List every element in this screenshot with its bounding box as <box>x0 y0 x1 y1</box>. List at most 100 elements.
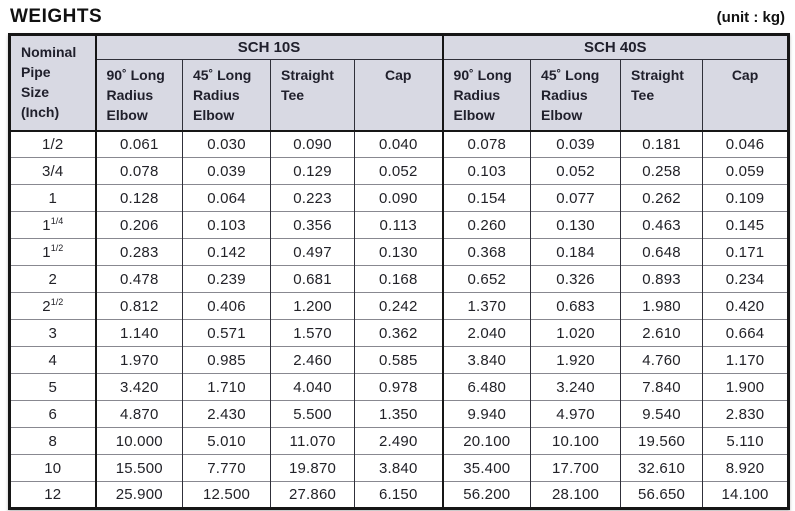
pipe-size-value: 8 <box>48 432 58 450</box>
weight-cell: 0.130 <box>354 238 444 266</box>
weight-cell: 0.262 <box>620 184 704 212</box>
weight-cell: 10.000 <box>95 427 183 455</box>
weight-cell: 0.356 <box>270 211 355 239</box>
weight-cell: 19.870 <box>270 454 355 482</box>
col-header-straight-tee-40s: Straight Tee <box>620 59 704 132</box>
weight-cell: 0.652 <box>442 265 532 293</box>
weight-cell: 5.500 <box>270 400 355 428</box>
weight-cell: 0.040 <box>354 130 444 158</box>
table-row: 2 0.478 0.239 0.681 0.168 0.652 0.326 0.893 0.23… <box>9 265 789 293</box>
weight-cell: 0.368 <box>442 238 532 266</box>
weight-cell: 0.497 <box>270 238 355 266</box>
weights-table: Nominal Pipe Size (Inch) SCH 10S SCH 40S… <box>8 33 791 511</box>
weight-cell: 3.840 <box>442 346 532 374</box>
weight-cell: 25.900 <box>95 481 183 509</box>
weight-cell: 20.100 <box>442 427 532 455</box>
weight-cell: 0.142 <box>182 238 271 266</box>
weight-cell: 1.570 <box>270 319 355 347</box>
weight-cell: 0.258 <box>620 157 704 185</box>
pipe-size-value: 3/4 <box>42 162 64 180</box>
weight-cell: 6.150 <box>354 481 444 509</box>
weight-cell: 1.900 <box>702 373 789 401</box>
pipe-size-cell: 3 <box>9 319 97 347</box>
weight-cell: 0.103 <box>182 211 271 239</box>
weight-cell: 0.181 <box>620 130 704 158</box>
weight-cell: 56.200 <box>442 481 532 509</box>
weight-cell: 27.860 <box>270 481 355 509</box>
weight-cell: 12.500 <box>182 481 271 509</box>
col-header-90-elbow-40s: 90˚ Long Radius Elbow <box>442 59 532 132</box>
pipe-size-value: 1 <box>48 189 58 207</box>
table-row: 11/4 0.206 0.103 0.356 0.113 0.260 0.130 0.463 0… <box>9 211 789 239</box>
weight-cell: 0.239 <box>182 265 271 293</box>
pipe-size-cell: 1/2 <box>9 130 97 158</box>
table-row: 21/2 0.812 0.406 1.200 0.242 1.370 0.683 1.980 0… <box>9 292 789 320</box>
weight-cell: 7.770 <box>182 454 271 482</box>
weight-cell: 3.240 <box>530 373 622 401</box>
pipe-size-cell: 21/2 <box>9 292 97 320</box>
weight-cell: 0.478 <box>95 265 183 293</box>
weight-cell: 56.650 <box>620 481 704 509</box>
group-header-sch40s: SCH 40S <box>442 34 789 60</box>
weight-cell: 0.420 <box>702 292 789 320</box>
weight-cell: 5.010 <box>182 427 271 455</box>
weight-cell: 0.039 <box>182 157 271 185</box>
weight-cell: 0.052 <box>530 157 622 185</box>
table-body: 1/2 0.061 0.030 0.090 0.040 0.078 0.039 0.181 0.… <box>9 130 789 509</box>
weight-cell: 0.154 <box>442 184 532 212</box>
weight-cell: 0.812 <box>95 292 183 320</box>
pipe-size-value: 2 <box>48 270 58 288</box>
weight-cell: 32.610 <box>620 454 704 482</box>
weight-cell: 0.090 <box>270 130 355 158</box>
weight-cell: 0.129 <box>270 157 355 185</box>
pipe-size-value: 3 <box>48 324 58 342</box>
weight-cell: 0.463 <box>620 211 704 239</box>
weight-cell: 0.985 <box>182 346 271 374</box>
weight-cell: 8.920 <box>702 454 789 482</box>
weight-cell: 1.200 <box>270 292 355 320</box>
table-row: 5 3.420 1.710 4.040 0.978 6.480 3.240 7.840 1.90… <box>9 373 789 401</box>
weight-cell: 1.170 <box>702 346 789 374</box>
weight-cell: 2.430 <box>182 400 271 428</box>
weight-cell: 0.406 <box>182 292 271 320</box>
table-row: 10 15.500 7.770 19.870 3.840 35.400 17.700 32.6… <box>9 454 789 482</box>
table-row: 1/2 0.061 0.030 0.090 0.040 0.078 0.039 0.181 0.… <box>9 130 789 158</box>
pipe-size-cell: 12 <box>9 481 97 509</box>
weight-cell: 0.260 <box>442 211 532 239</box>
weight-cell: 0.571 <box>182 319 271 347</box>
weight-cell: 0.171 <box>702 238 789 266</box>
pipe-size-value: 6 <box>48 405 58 423</box>
weight-cell: 1.980 <box>620 292 704 320</box>
col-header-cap-40s: Cap <box>702 59 789 132</box>
weight-cell: 0.059 <box>702 157 789 185</box>
col-header-90-elbow-10s: 90˚ Long Radius Elbow <box>95 59 183 132</box>
weight-cell: 5.110 <box>702 427 789 455</box>
table-row: 3 1.140 0.571 1.570 0.362 2.040 1.020 2.610 0.66… <box>9 319 789 347</box>
weight-cell: 1.710 <box>182 373 271 401</box>
unit-label: (unit : kg) <box>716 9 785 26</box>
weight-cell: 14.100 <box>702 481 789 509</box>
weight-cell: 28.100 <box>530 481 622 509</box>
pipe-size-cell: 1 <box>9 184 97 212</box>
weight-cell: 1.970 <box>95 346 183 374</box>
weight-cell: 1.920 <box>530 346 622 374</box>
weight-cell: 1.020 <box>530 319 622 347</box>
pipe-size-cell: 3/4 <box>9 157 97 185</box>
table-row: 6 4.870 2.430 5.500 1.350 9.940 4.970 9.540 2.83… <box>9 400 789 428</box>
pipe-size-value: 12 <box>44 486 62 504</box>
weight-cell: 9.940 <box>442 400 532 428</box>
col-header-45-elbow-10s: 45˚ Long Radius Elbow <box>182 59 271 132</box>
weight-cell: 0.109 <box>702 184 789 212</box>
col-header-cap-10s: Cap <box>354 59 444 132</box>
weight-cell: 0.206 <box>95 211 183 239</box>
weight-cell: 0.362 <box>354 319 444 347</box>
pipe-size-value: 10 <box>44 459 62 477</box>
weight-cell: 0.130 <box>530 211 622 239</box>
weight-cell: 7.840 <box>620 373 704 401</box>
weight-cell: 0.128 <box>95 184 183 212</box>
pipe-size-cell: 2 <box>9 265 97 293</box>
weight-cell: 0.090 <box>354 184 444 212</box>
pipe-size-cell: 8 <box>9 427 97 455</box>
weight-cell: 2.040 <box>442 319 532 347</box>
weight-cell: 0.078 <box>442 130 532 158</box>
